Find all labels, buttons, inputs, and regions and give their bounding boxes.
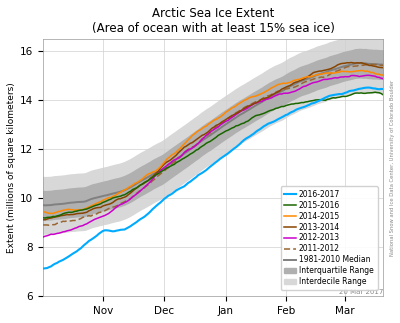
2013-2014 [43,218,48,222]
2011-2012 [47,223,52,227]
2013-2014 [349,60,354,64]
2012-2013 [66,228,71,232]
2016-2017 [41,266,46,270]
2011-2012 [369,62,374,66]
Line: 1981-2010 Median: 1981-2010 Median [43,63,383,205]
2014-2015 [41,210,46,214]
2015-2016 [41,216,46,220]
2014-2015 [196,129,200,133]
2015-2016 [152,174,157,178]
2013-2014 [68,213,73,216]
2014-2015 [244,98,248,102]
2012-2013 [367,73,372,77]
2011-2012 [142,186,147,190]
2016-2017 [242,138,246,142]
2012-2013 [381,77,386,81]
2015-2016 [244,120,248,124]
2014-2015 [381,73,386,77]
Y-axis label: Extent (millions of square kilometers): Extent (millions of square kilometers) [7,82,16,253]
2015-2016 [68,211,73,214]
2011-2012 [224,119,228,122]
2011-2012 [152,177,157,181]
1981-2010 Median [196,142,200,146]
1981-2010 Median [41,203,46,207]
2014-2015 [68,208,73,212]
1981-2010 Median [357,61,362,65]
Line: 2016-2017: 2016-2017 [43,88,383,268]
1981-2010 Median [43,203,48,207]
2016-2017 [194,175,198,179]
1981-2010 Median [244,109,248,113]
1981-2010 Median [142,177,147,181]
2013-2014 [196,136,200,140]
2016-2017 [381,87,386,91]
1981-2010 Median [381,63,386,67]
2016-2017 [367,86,372,89]
2015-2016 [142,181,147,184]
2014-2015 [359,68,364,72]
2014-2015 [142,175,147,179]
2016-2017 [150,207,155,211]
2012-2013 [222,120,226,124]
2013-2014 [224,118,228,121]
2016-2017 [140,216,145,220]
2015-2016 [224,129,228,133]
2015-2016 [43,216,48,220]
2013-2014 [41,218,46,222]
2011-2012 [41,223,46,227]
2014-2015 [152,170,157,173]
2013-2014 [381,66,386,70]
2015-2016 [381,93,386,97]
Line: 2011-2012: 2011-2012 [43,64,383,225]
1981-2010 Median [68,201,73,204]
Title: Arctic Sea Ice Extent
(Area of ocean with at least 15% sea ice): Arctic Sea Ice Extent (Area of ocean wit… [92,7,334,35]
2011-2012 [196,141,200,145]
2011-2012 [381,63,386,67]
2016-2017 [222,154,226,158]
2014-2015 [224,110,228,114]
Line: 2013-2014: 2013-2014 [43,62,383,220]
Text: 20 Mar 2017: 20 Mar 2017 [339,289,383,295]
Line: 2012-2013: 2012-2013 [43,75,383,237]
1981-2010 Median [224,122,228,126]
2013-2014 [244,106,248,109]
Line: 2014-2015: 2014-2015 [43,70,383,214]
2012-2013 [41,235,46,239]
2014-2015 [49,212,54,215]
2013-2014 [152,173,157,177]
2015-2016 [373,90,378,94]
2012-2013 [150,177,155,181]
1981-2010 Median [152,172,157,175]
2012-2013 [140,187,145,191]
Text: National Snow and Ice Data Center, University of Colorado Boulder: National Snow and Ice Data Center, Unive… [390,80,395,256]
2012-2013 [194,143,198,147]
2012-2013 [242,108,246,112]
2016-2017 [66,254,71,258]
2011-2012 [68,219,73,223]
Line: 2015-2016: 2015-2016 [43,92,383,218]
Legend: 2016-2017, 2015-2016, 2014-2015, 2013-2014, 2012-2013, 2011-2012, 1981-2010 Medi: 2016-2017, 2015-2016, 2014-2015, 2013-20… [281,186,378,290]
2013-2014 [142,181,147,185]
2011-2012 [244,105,248,109]
2015-2016 [196,147,200,151]
